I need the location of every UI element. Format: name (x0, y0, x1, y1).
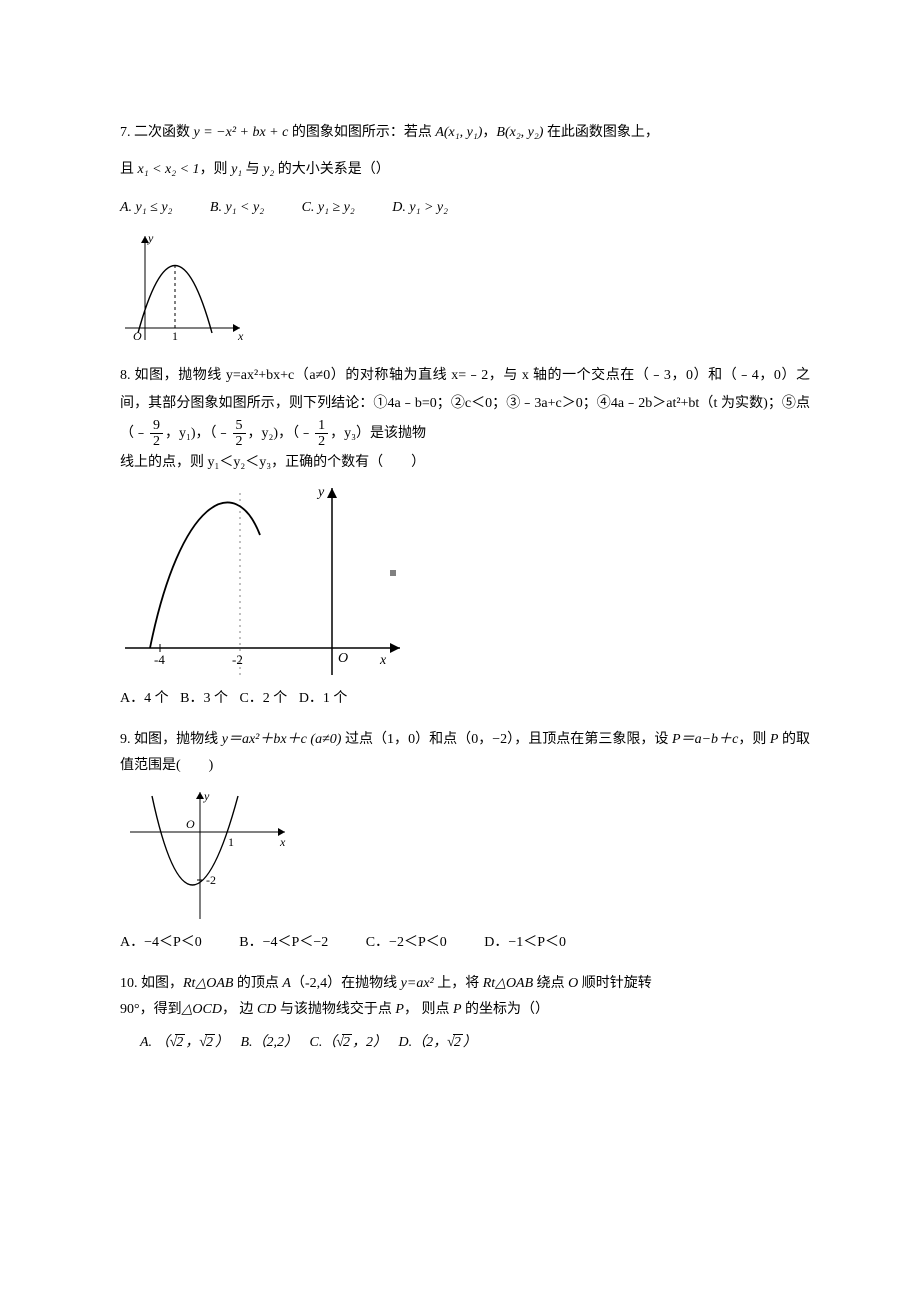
option-d: D．1 个 (299, 686, 348, 713)
problem-7: 7. 二次函数 y = −x² + bx + c 的图象如图所示：若点 A(x₁… (120, 120, 810, 348)
q7-fn: y = −x² + bx + c (194, 125, 289, 140)
q9-text: 过点（1，0）和点（0，−2），且顶点在第三象限，设 (341, 732, 672, 747)
problem-10-stem: 10. 如图，Rt△OAB 的顶点 A（-2,4）在抛物线 y=ax² 上，将 … (120, 971, 810, 998)
q10-text: ， 则点 (404, 1002, 453, 1017)
problem-10-stem-line2: 90°，得到△OCD， 边 CD 与该抛物线交于点 P， 则点 P 的坐标为（） (120, 997, 810, 1024)
q9-text: ，则 (738, 732, 770, 747)
q10-O: O (568, 976, 578, 991)
problem-10: 10. 如图，Rt△OAB 的顶点 A（-2,4）在抛物线 y=ax² 上，将 … (120, 971, 810, 1057)
problem-9: 9. 如图，抛物线 y＝ax²＋bx＋c (a≠0) 过点（1，0）和点（0，−… (120, 727, 810, 957)
q10-text: 的坐标为（） (462, 1002, 550, 1017)
svg-text:y: y (316, 485, 325, 500)
q10-text: ， 边 (222, 1002, 257, 1017)
problem-8-figure: -4 -2 O x y (120, 480, 810, 680)
page: 7. 二次函数 y = −x² + bx + c 的图象如图所示：若点 A(x₁… (0, 0, 920, 1130)
frac-5-2: 52 (233, 418, 246, 450)
svg-text:x: x (279, 835, 286, 849)
option-b: B. y₁ < y₂ (210, 195, 264, 222)
q8-text: 线上的点，则 y₁＜y₂＜y₃，正确的个数有（ ） (120, 455, 425, 470)
svg-text:-4: -4 (154, 652, 165, 667)
q7-pointB: B(x₂, y₂) (496, 125, 543, 140)
option-c: C．2 个 (239, 686, 287, 713)
problem-8-stem-line2: 线上的点，则 y₁＜y₂＜y₃，正确的个数有（ ） (120, 450, 810, 477)
q9-pdef: P＝a−b＋c (672, 732, 738, 747)
q10-text: 与该抛物线交于点 (276, 1002, 395, 1017)
option-b: B.（2,2） (240, 1030, 298, 1057)
q7-cond: x₁ < x₂ < 1 (138, 162, 200, 177)
q10-text: 上，将 (434, 976, 483, 991)
option-c: C.（√2，2） (310, 1030, 388, 1057)
q10-rt: Rt△OAB (183, 976, 233, 991)
page-marker-icon (390, 570, 396, 576)
q7-y2: y₂ (263, 162, 274, 177)
option-a: A．4 个 (120, 686, 169, 713)
problem-7-stem-line2: 且 x₁ < x₂ < 1，则 y₁ 与 y₂ 的大小关系是（） (120, 157, 810, 184)
q8-text: ，y₃）是该抛物 (330, 426, 426, 441)
problem-9-stem: 9. 如图，抛物线 y＝ax²＋bx＋c (a≠0) 过点（1，0）和点（0，−… (120, 727, 810, 780)
svg-text:1: 1 (228, 835, 234, 849)
problem-9-figure: y x O 1 -2 (120, 784, 810, 924)
q7-text: 且 (120, 162, 138, 177)
q10-fn: y=ax² (401, 976, 434, 991)
q7-sep: ， (482, 125, 496, 140)
q8-graph: -4 -2 O x y (120, 480, 420, 680)
frac-9-2: 92 (150, 418, 163, 450)
option-a: A. y₁ ≤ y₂ (120, 195, 172, 222)
svg-text:O: O (133, 329, 142, 343)
problem-7-figure: y x O 1 (120, 228, 810, 348)
svg-text:-2: -2 (232, 652, 243, 667)
problem-8: 8. 如图，抛物线 y=ax²+bx+c（a≠0）的对称轴为直线 x=﹣2，与 … (120, 362, 810, 713)
q8-text: ，y₂)，（﹣ (248, 426, 314, 441)
q7-text: ，则 (200, 162, 232, 177)
svg-text:1: 1 (172, 329, 178, 343)
q7-text: 的图象如图所示：若点 (288, 125, 435, 140)
q8-text: ，y₁)，（﹣ (165, 426, 231, 441)
q10-tri: △OCD (182, 1002, 222, 1017)
svg-text:O: O (186, 817, 195, 831)
q10-text: 10. 如图， (120, 976, 183, 991)
q10-text: 90°，得到 (120, 1002, 182, 1017)
svg-text:x: x (379, 653, 387, 668)
problem-7-stem: 7. 二次函数 y = −x² + bx + c 的图象如图所示：若点 A(x₁… (120, 120, 810, 147)
q7-pointA: A(x₁, y₁) (435, 125, 482, 140)
problem-7-options: A. y₁ ≤ y₂ B. y₁ < y₂ C. y₁ ≥ y₂ D. y₁ >… (120, 195, 810, 222)
q10-P: P (395, 1002, 404, 1017)
q9-graph: y x O 1 -2 (120, 784, 300, 924)
q7-graph: y x O 1 (120, 228, 250, 348)
option-c: C. y₁ ≥ y₂ (302, 195, 355, 222)
option-a: A. （√2，√2） (140, 1030, 229, 1057)
q10-cd: CD (257, 1002, 276, 1017)
q9-fn: y＝ax²＋bx＋c (a≠0) (222, 732, 342, 747)
problem-10-options: A. （√2，√2） B.（2,2） C.（√2，2） D.（2，√2） (120, 1030, 810, 1057)
svg-text:y: y (147, 231, 154, 245)
q10-A: A (282, 976, 291, 991)
q7-text: 7. 二次函数 (120, 125, 194, 140)
q7-text: 的大小关系是（） (274, 162, 390, 177)
svg-text:-2: -2 (206, 873, 216, 887)
option-a: A．−4＜P＜0 (120, 930, 202, 957)
option-d: D．−1＜P＜0 (484, 930, 566, 957)
option-d: D. y₁ > y₂ (392, 195, 448, 222)
q7-text: 在此函数图象上， (543, 125, 659, 140)
svg-text:y: y (203, 789, 210, 803)
svg-text:x: x (237, 329, 244, 343)
q10-rt2: Rt△OAB (483, 976, 533, 991)
problem-9-options: A．−4＜P＜0 B．−4＜P＜−2 C．−2＜P＜0 D．−1＜P＜0 (120, 930, 810, 957)
q10-text: 顺时针旋转 (578, 976, 652, 991)
q10-text: 绕点 (533, 976, 568, 991)
q7-y1: y₁ (231, 162, 242, 177)
q10-text: 的顶点 (233, 976, 282, 991)
option-d: D.（2，√2） (399, 1030, 477, 1057)
option-c: C．−2＜P＜0 (366, 930, 447, 957)
problem-8-options: A．4 个 B．3 个 C．2 个 D．1 个 (120, 686, 810, 713)
svg-text:O: O (338, 651, 348, 666)
option-b: B．−4＜P＜−2 (239, 930, 328, 957)
q10-P2: P (453, 1002, 462, 1017)
option-b: B．3 个 (180, 686, 228, 713)
frac-1-2: 12 (315, 418, 328, 450)
q9-text: 9. 如图，抛物线 (120, 732, 222, 747)
problem-8-stem: 8. 如图，抛物线 y=ax²+bx+c（a≠0）的对称轴为直线 x=﹣2，与 … (120, 362, 810, 450)
q7-text: 与 (242, 162, 263, 177)
q10-text: （-2,4）在抛物线 (291, 976, 401, 991)
